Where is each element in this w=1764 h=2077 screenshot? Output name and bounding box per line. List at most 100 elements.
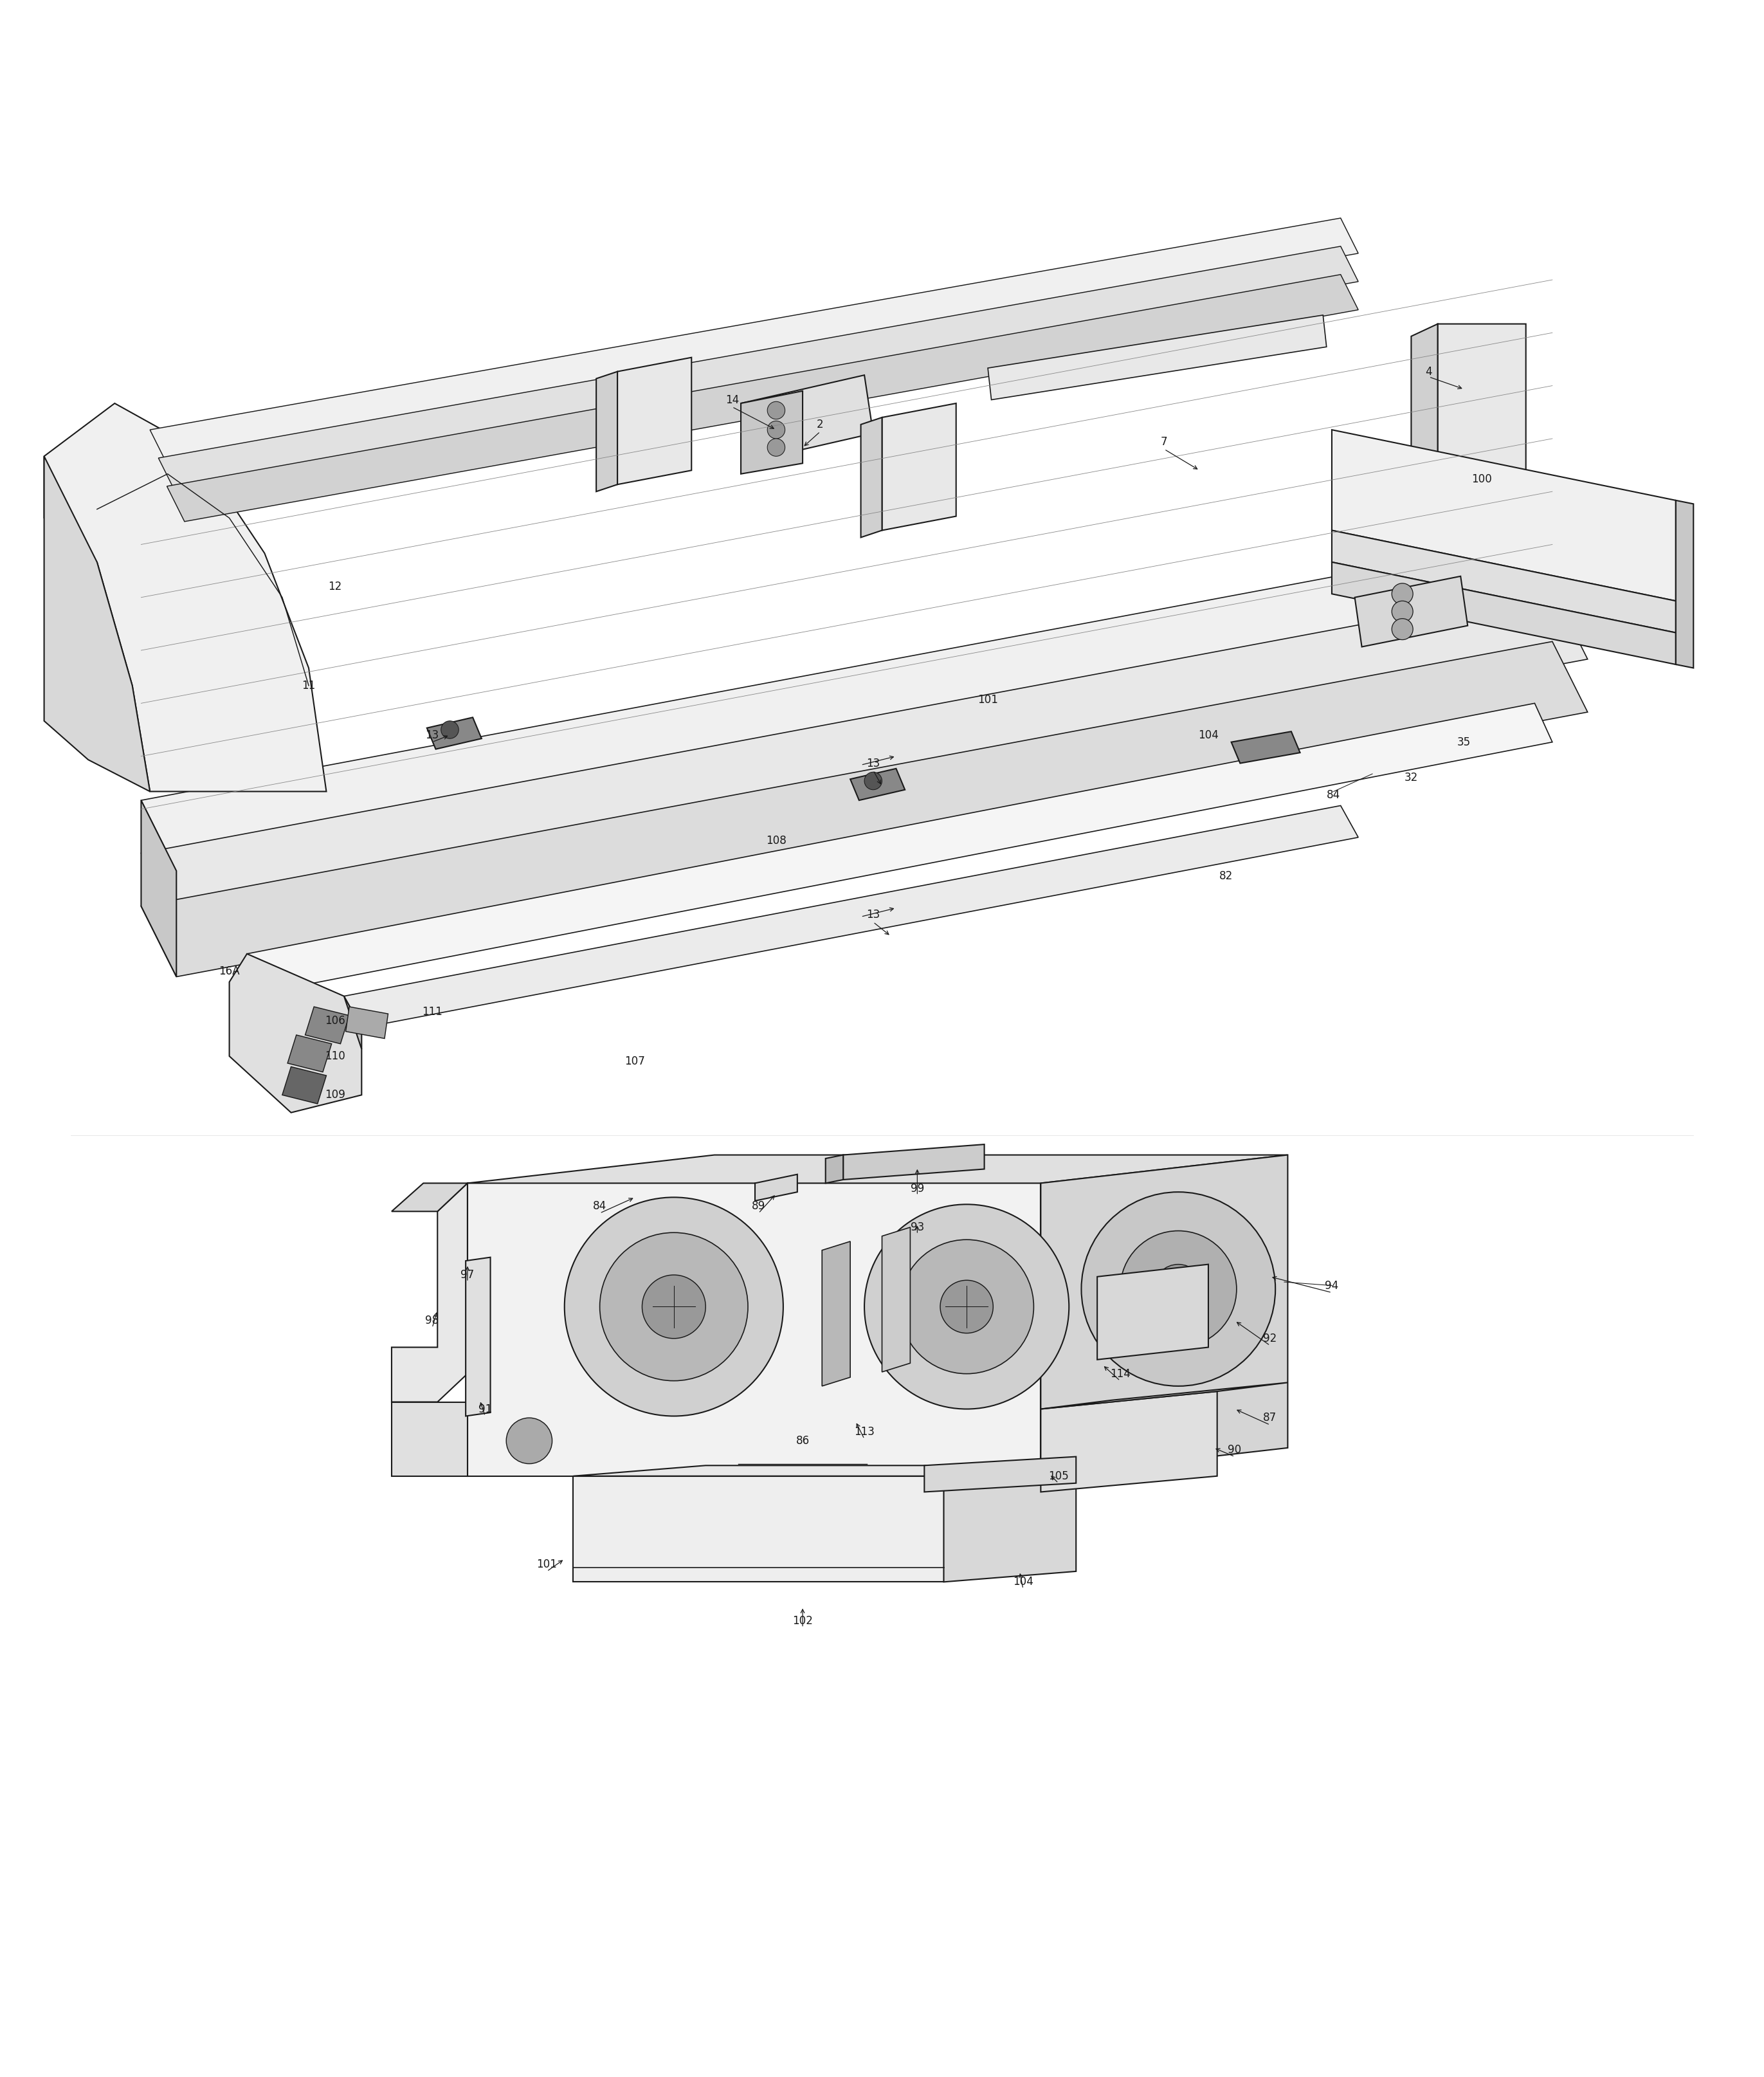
Circle shape [1392,619,1413,640]
Polygon shape [573,1477,944,1583]
Text: 32: 32 [1404,771,1418,783]
Polygon shape [573,1466,1076,1477]
Text: 2: 2 [817,420,824,430]
Polygon shape [1041,1383,1288,1408]
Circle shape [564,1196,783,1417]
Polygon shape [850,768,905,800]
Polygon shape [159,247,1358,494]
Polygon shape [467,1155,1288,1184]
Polygon shape [1332,530,1676,633]
Text: 109: 109 [325,1088,346,1101]
Polygon shape [741,376,873,461]
Text: 87: 87 [1263,1412,1277,1423]
Polygon shape [44,403,326,791]
Polygon shape [229,953,362,1113]
Text: 98: 98 [425,1315,439,1327]
Text: 82: 82 [1219,870,1233,883]
Polygon shape [288,1034,332,1072]
Polygon shape [924,1456,1076,1491]
Polygon shape [247,953,265,1022]
Text: 13: 13 [866,758,880,768]
Text: 84: 84 [1327,789,1341,802]
Polygon shape [882,403,956,530]
Text: 113: 113 [854,1427,875,1437]
Text: 104: 104 [1198,729,1219,741]
Polygon shape [1355,575,1468,646]
Polygon shape [168,274,1358,521]
Polygon shape [1438,324,1526,565]
Polygon shape [466,1257,490,1417]
Text: 100: 100 [1471,474,1492,484]
Polygon shape [1411,324,1438,575]
Text: 114: 114 [1110,1369,1131,1379]
Circle shape [864,1205,1069,1408]
Polygon shape [1231,731,1300,762]
Text: 92: 92 [1263,1333,1277,1344]
Polygon shape [282,1068,326,1103]
Polygon shape [141,642,1588,976]
Text: 89: 89 [751,1201,766,1211]
Circle shape [767,422,785,438]
Text: 7: 7 [1161,436,1168,449]
Polygon shape [150,218,1358,465]
Text: 4: 4 [1425,366,1432,378]
Text: 11: 11 [302,679,316,692]
Circle shape [642,1275,706,1338]
Polygon shape [392,1184,467,1211]
Polygon shape [741,390,803,474]
Polygon shape [1041,1155,1288,1477]
Polygon shape [427,717,482,750]
Polygon shape [1041,1392,1217,1491]
Circle shape [441,721,459,739]
Polygon shape [882,1228,910,1373]
Circle shape [900,1240,1034,1373]
Text: 101: 101 [536,1558,557,1570]
Polygon shape [755,1174,797,1201]
Text: 111: 111 [422,1005,443,1018]
Circle shape [767,401,785,420]
Text: 12: 12 [328,582,342,592]
Polygon shape [1676,501,1693,669]
Polygon shape [826,1155,843,1184]
Circle shape [600,1232,748,1381]
Text: 94: 94 [1325,1279,1339,1292]
Circle shape [940,1279,993,1333]
Text: 107: 107 [624,1055,646,1068]
Text: 16A: 16A [219,966,240,978]
Text: 14: 14 [725,395,739,405]
Circle shape [1154,1265,1203,1315]
Text: 105: 105 [1048,1471,1069,1481]
Polygon shape [596,372,617,492]
Text: 99: 99 [910,1182,924,1194]
Polygon shape [346,1007,388,1038]
Text: 13: 13 [866,910,880,920]
Text: 101: 101 [977,694,998,706]
Text: 35: 35 [1457,735,1471,748]
Circle shape [1120,1232,1237,1348]
Polygon shape [141,588,1588,924]
Text: 86: 86 [796,1435,810,1446]
Text: 84: 84 [593,1201,607,1211]
Text: 91: 91 [478,1404,492,1414]
Circle shape [767,438,785,457]
Text: 93: 93 [910,1221,924,1234]
Text: 110: 110 [325,1051,346,1061]
Polygon shape [861,417,882,538]
Circle shape [864,773,882,789]
Polygon shape [988,316,1327,399]
Polygon shape [843,1144,984,1180]
Polygon shape [247,704,1552,993]
Circle shape [1081,1192,1275,1385]
Text: 106: 106 [325,1016,346,1026]
Polygon shape [1332,563,1676,665]
Polygon shape [944,1466,1076,1583]
Polygon shape [141,536,1588,870]
Polygon shape [617,357,691,484]
Polygon shape [822,1242,850,1385]
Polygon shape [1332,430,1676,600]
Text: 90: 90 [1228,1444,1242,1456]
Polygon shape [344,806,1358,1028]
Polygon shape [344,997,362,1049]
Circle shape [1392,584,1413,604]
Text: 13: 13 [425,729,439,741]
